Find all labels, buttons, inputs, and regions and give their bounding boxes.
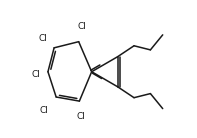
Text: Cl: Cl: [31, 70, 40, 79]
Text: Cl: Cl: [39, 106, 48, 115]
Text: Cl: Cl: [76, 112, 85, 121]
Text: Cl: Cl: [78, 22, 86, 31]
Text: Cl: Cl: [38, 34, 47, 43]
